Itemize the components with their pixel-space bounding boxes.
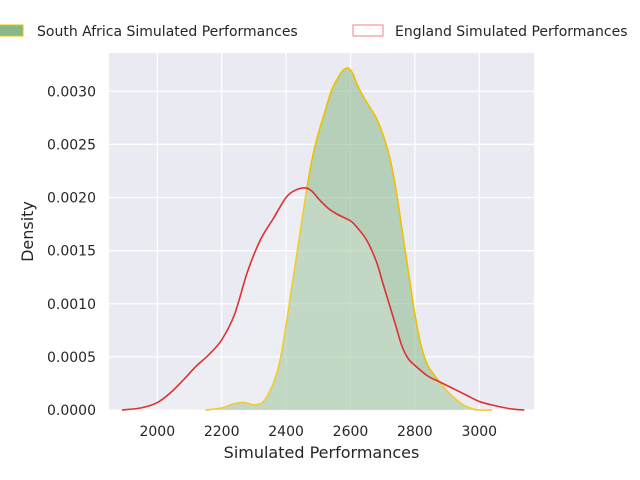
legend-swatch-england [352,24,384,37]
england-density-area [121,187,525,410]
x-tick-label: 2200 [204,424,240,440]
y-tick-label: 0.0030 [47,84,96,100]
south-africa-density-area [205,67,493,410]
y-axis-label: Density [18,201,37,262]
x-tick-label: 2800 [397,424,433,440]
legend-label-england: England Simulated Performances [395,24,628,40]
y-tick-label: 0.0025 [47,137,96,153]
y-tick-label: 0.0010 [47,297,96,313]
tick-labels: 2000 2200 2400 2600 2800 3000 0.0000 0.0005 0.00… [47,84,497,440]
south-africa-density-line [205,67,493,411]
x-axis-label: Simulated Performances [224,443,420,462]
england-density-line [121,187,525,411]
y-tick-label: 0.0005 [47,350,96,366]
x-tick-label: 2600 [333,424,369,440]
series-layer [121,67,525,411]
x-tick-label: 2000 [139,424,175,440]
legend-swatch-south-africa [0,24,24,37]
y-tick-label: 0.0000 [47,403,96,419]
legend-label-south-africa: South Africa Simulated Performances [37,24,298,40]
legend: South Africa Simulated Performances Engl… [0,24,628,40]
x-tick-label: 3000 [461,424,497,440]
y-tick-label: 0.0020 [47,191,96,207]
x-tick-label: 2400 [268,424,304,440]
y-tick-label: 0.0015 [47,244,96,260]
